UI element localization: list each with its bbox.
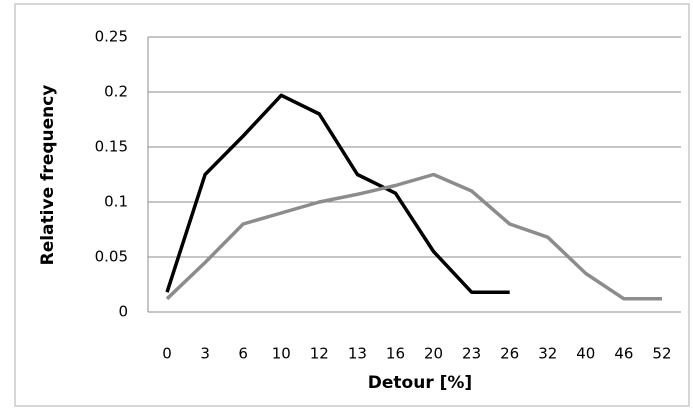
x-tick-label: 3 [200,345,210,363]
x-tick-label: 26 [500,345,519,363]
line-series [165,172,662,301]
line-series [165,93,510,294]
y-tick-label: 0 [118,303,128,321]
y-tick-label: 0.2 [104,83,128,101]
x-axis-title: Detour [%] [368,373,472,393]
x-tick-label: 13 [348,345,367,363]
chart-frame [14,3,690,407]
y-tick-label: 0.25 [95,28,128,46]
x-tick-label: 20 [424,345,443,363]
x-tick-label: 40 [576,345,595,363]
x-tick-label: 16 [386,345,405,363]
y-tick-label: 0.05 [95,248,128,266]
x-tick-label: 0 [162,345,172,363]
y-axis-title: Relative frequency [38,85,58,266]
x-tick-label: 52 [652,345,671,363]
x-tick-label: 12 [310,345,329,363]
y-tick-label: 0.1 [104,193,128,211]
x-tick-label: 23 [462,345,481,363]
x-tick-label: 10 [272,345,291,363]
x-tick-label: 46 [614,345,633,363]
y-tick-label: 0.15 [95,138,128,156]
x-tick-label: 32 [538,345,557,363]
x-tick-label: 6 [238,345,248,363]
